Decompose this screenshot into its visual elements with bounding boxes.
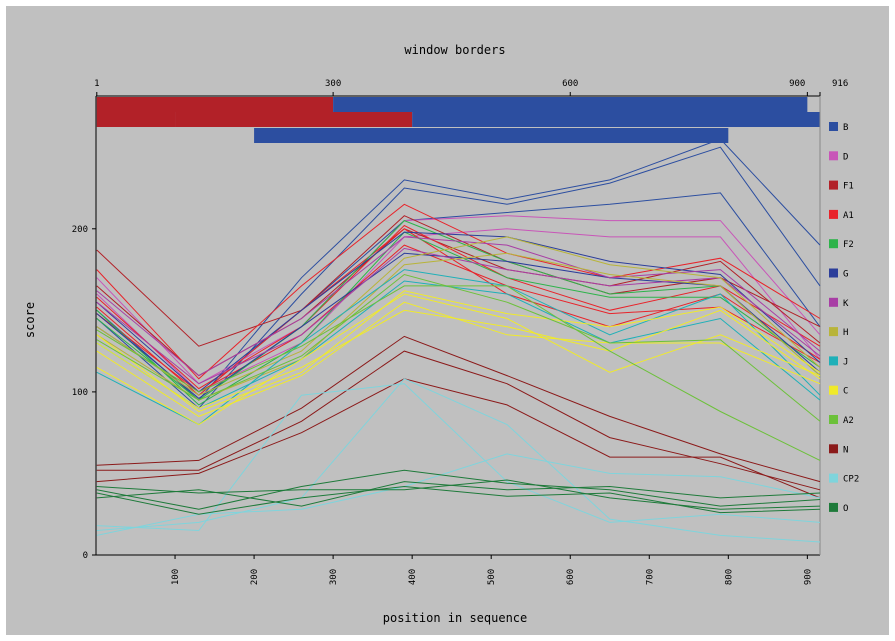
legend-swatch-d xyxy=(829,151,838,161)
series-line-b xyxy=(96,138,821,401)
legend-label: F1 xyxy=(843,182,854,192)
series-line-j xyxy=(96,280,821,409)
legend-swatch-o xyxy=(829,502,838,512)
series-line-cp2 xyxy=(96,383,821,532)
legend-swatch-n xyxy=(829,444,838,454)
series-line-cp2 xyxy=(96,453,821,536)
window-ruler-label: 300 xyxy=(325,79,341,89)
legend-label: A2 xyxy=(843,416,854,426)
y-tick-label: 200 xyxy=(72,225,88,235)
legend-label: G xyxy=(843,270,848,280)
x-tick-label: 200 xyxy=(250,569,260,585)
window-ruler-label: 900 xyxy=(789,79,805,89)
x-tick-label: 700 xyxy=(645,569,655,585)
window-bar xyxy=(175,112,413,127)
legend-swatch-cp2 xyxy=(829,473,838,483)
series-line-c xyxy=(96,293,821,426)
series-line-cp2 xyxy=(96,378,821,543)
series-line-j xyxy=(96,269,821,426)
legend-label: B xyxy=(843,123,848,133)
x-tick-label: 600 xyxy=(566,569,576,585)
window-ruler-label: 600 xyxy=(562,79,578,89)
x-tick-label: 300 xyxy=(329,569,339,585)
series-line-n xyxy=(96,335,821,483)
y-axis-label: score xyxy=(23,302,37,338)
series-line-a2 xyxy=(96,273,821,422)
window-bar xyxy=(412,112,820,127)
legend-swatch-h xyxy=(829,327,838,337)
window-bar xyxy=(254,128,729,143)
series-line-n xyxy=(96,378,821,499)
x-tick-label: 100 xyxy=(171,569,181,585)
window-bar xyxy=(96,112,176,127)
window-bar xyxy=(333,97,808,112)
legend-swatch-a2 xyxy=(829,415,838,424)
series-line-b xyxy=(96,146,821,409)
series-line-o xyxy=(96,469,821,510)
series-line-k xyxy=(96,236,821,377)
plot-layer: window borders 1 300 600 900 916 0 100 200 100 200… xyxy=(23,43,859,625)
x-axis-label: position in sequence xyxy=(383,611,528,625)
series-line-h xyxy=(96,252,821,401)
legend-label: D xyxy=(843,152,848,162)
series-line-c xyxy=(96,290,821,413)
legend-label: F2 xyxy=(843,240,854,250)
window-ruler-label: 1 xyxy=(94,79,99,89)
legend-swatch-a1 xyxy=(829,209,838,219)
series-line-h xyxy=(96,236,821,396)
x-tick-label: 900 xyxy=(803,569,813,585)
series-line-a2 xyxy=(96,285,821,461)
window-bar xyxy=(96,97,334,112)
chart-title: window borders xyxy=(404,43,505,57)
series-line-a1 xyxy=(96,203,821,380)
y-tick-label: 100 xyxy=(72,388,88,398)
series-line-f1 xyxy=(96,215,821,347)
legend-swatch-c xyxy=(829,385,838,395)
legend-swatch-b xyxy=(829,122,838,131)
legend-swatch-g xyxy=(829,268,838,278)
x-tick-label: 800 xyxy=(724,569,734,585)
x-tick-label: 400 xyxy=(408,569,418,585)
series-line-n xyxy=(96,350,821,491)
legend-label: A1 xyxy=(843,211,854,221)
series-line-a1 xyxy=(96,244,821,393)
legend-label: J xyxy=(843,357,848,367)
legend-label: N xyxy=(843,445,848,455)
window-ruler-label: 916 xyxy=(832,79,848,89)
legend-label: CP2 xyxy=(843,475,859,485)
legend-label: C xyxy=(843,387,848,397)
series-line-c xyxy=(96,309,821,409)
legend-swatch-k xyxy=(829,297,838,307)
legend-label: O xyxy=(843,504,848,514)
legend-label: H xyxy=(843,328,848,338)
series-line-a1 xyxy=(96,228,821,396)
legend-swatch-j xyxy=(829,356,838,366)
series-line-f2 xyxy=(96,231,821,406)
legend-swatch-f1 xyxy=(829,180,838,190)
series-line-o xyxy=(96,479,821,510)
y-tick-label: 0 xyxy=(83,551,88,561)
series-line-d xyxy=(96,215,821,385)
series-line-g xyxy=(96,252,821,400)
series-line-o xyxy=(96,485,821,515)
legend-label: K xyxy=(843,299,849,309)
series-line-g xyxy=(96,231,821,393)
legend-swatch-f2 xyxy=(829,239,838,249)
x-tick-label: 500 xyxy=(487,569,497,585)
